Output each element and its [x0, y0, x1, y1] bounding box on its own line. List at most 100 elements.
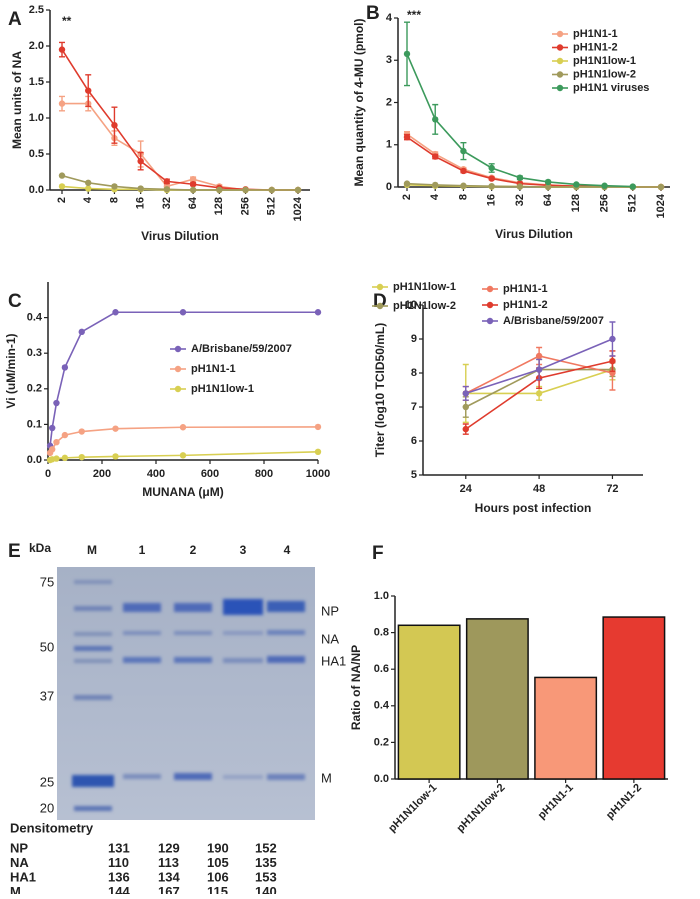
legend-label: pH1N1-1 — [573, 28, 618, 40]
x-tick-label: 200 — [93, 468, 111, 480]
x-tick-label: 256 — [598, 194, 610, 212]
y-tick-label: 0.4 — [27, 312, 43, 324]
y-tick-label: 0.1 — [27, 418, 42, 430]
legend-marker — [556, 44, 564, 51]
bar — [602, 616, 666, 780]
y-tick-label: 1.5 — [29, 76, 44, 88]
legend-label: pH1N1-2 — [573, 41, 618, 53]
gel-bands — [72, 580, 305, 811]
y-axis-title: Vi (uM/min-1) — [4, 333, 18, 408]
y-tick-label: 0 — [386, 181, 392, 193]
data-point — [112, 453, 119, 460]
series-line — [49, 426, 319, 454]
panel-label: F — [372, 543, 384, 564]
data-point — [189, 186, 197, 194]
data-point — [78, 453, 85, 461]
legend-label: pH1N1-1 — [191, 363, 236, 375]
data-point — [49, 446, 56, 453]
data-point — [294, 186, 302, 194]
legend-label: pH1N1low-2 — [573, 68, 636, 80]
lane-label: 2 — [190, 543, 197, 557]
y-tick-label: 0.5 — [29, 148, 44, 160]
legend-label: pH1N1low-1 — [191, 383, 254, 395]
data-point — [179, 424, 187, 431]
table-cell: 190 — [207, 840, 229, 855]
densitometry-table: Densitometry NP 131 129 190 152 NA 110 113 105 13… — [10, 820, 277, 899]
x-tick-label: 64 — [187, 196, 199, 209]
y-tick-label: 0.8 — [374, 627, 389, 639]
data-point — [609, 335, 616, 343]
series-line — [406, 182, 661, 188]
y-tick-label: 6 — [411, 435, 417, 447]
data-point — [137, 185, 144, 192]
band-label: HA1 — [321, 653, 346, 668]
y-tick-label: 8 — [411, 367, 417, 379]
data-point — [179, 452, 187, 459]
table-cell: 153 — [255, 869, 277, 884]
data-point — [314, 423, 322, 431]
data-point — [462, 425, 469, 433]
data-point — [112, 425, 119, 432]
y-tick-label: 9 — [411, 333, 417, 345]
legend-marker — [556, 30, 564, 38]
x-tick-label: 512 — [627, 194, 639, 212]
data-point — [61, 364, 69, 371]
table-cell: 113 — [158, 855, 179, 870]
x-tick-label: 4 — [82, 196, 94, 203]
data-point — [516, 174, 524, 181]
legend-marker — [486, 285, 494, 293]
data-point — [403, 50, 411, 58]
x-tick-label: 16 — [486, 194, 498, 206]
chart: B *** 0 1 2 3 4 Mean quantity of 4-MU (pmol) Vir… — [352, 3, 670, 241]
data-point — [189, 181, 197, 188]
y-tick-label: 0.6 — [374, 663, 389, 675]
x-tick-label: 72 — [606, 483, 618, 495]
table-cell: 115 — [207, 884, 228, 894]
marker-label: 37 — [40, 688, 54, 703]
data-point — [462, 403, 469, 411]
data-point — [488, 175, 495, 182]
bar — [534, 676, 598, 780]
data-point — [61, 454, 69, 462]
x-tick-label: 24 — [460, 483, 473, 495]
legend-marker — [556, 57, 564, 65]
y-axis-title: Mean units of NA — [10, 51, 24, 149]
x-tick-label: 32 — [161, 197, 173, 209]
bar — [397, 624, 461, 780]
y-axis-title: Mean quantity of 4-MU (pmol) — [352, 19, 366, 187]
gel-panel: E kDa M 1 2 3 4 — [8, 541, 346, 899]
marker-label: 20 — [40, 800, 54, 815]
data-point — [657, 183, 665, 191]
x-tick-label: pH1N1-1 — [536, 782, 576, 822]
x-tick-label: 128 — [213, 197, 225, 215]
x-tick-label: 32 — [514, 194, 526, 206]
table-cell: 131 — [108, 840, 130, 855]
x-tick-label: 8 — [108, 197, 120, 203]
band-label: M — [321, 770, 332, 785]
legend-label: pH1N1low-2 — [393, 300, 456, 312]
row-label: NP — [10, 840, 28, 855]
y-tick-label: 2.0 — [29, 40, 44, 52]
y-tick-label: 2.5 — [29, 4, 44, 16]
legend-label: pH1N1-1 — [503, 283, 548, 295]
data-point — [163, 178, 171, 185]
data-point — [49, 424, 56, 432]
y-tick-label: 0.2 — [27, 383, 42, 395]
legend-label: pH1N1 viruses — [573, 82, 649, 94]
legend-marker — [174, 345, 182, 353]
marker-label: 50 — [40, 639, 54, 654]
lane-label: M — [87, 543, 97, 557]
data-point — [78, 428, 85, 435]
table-cell: 106 — [207, 869, 229, 884]
legend-marker — [376, 302, 384, 310]
legend-marker — [486, 317, 494, 325]
row-label: M — [10, 884, 21, 894]
chart: F 0.0 0.2 0.4 0.6 0.8 1.0 Ratio of NA/NP pH1N1lo… — [349, 543, 668, 835]
legend-label: pH1N1low-1 — [573, 55, 636, 67]
y-tick-label: 1 — [386, 139, 392, 151]
data-point — [432, 181, 439, 189]
data-point — [535, 352, 543, 360]
data-point — [58, 100, 66, 107]
data-point — [58, 46, 66, 53]
